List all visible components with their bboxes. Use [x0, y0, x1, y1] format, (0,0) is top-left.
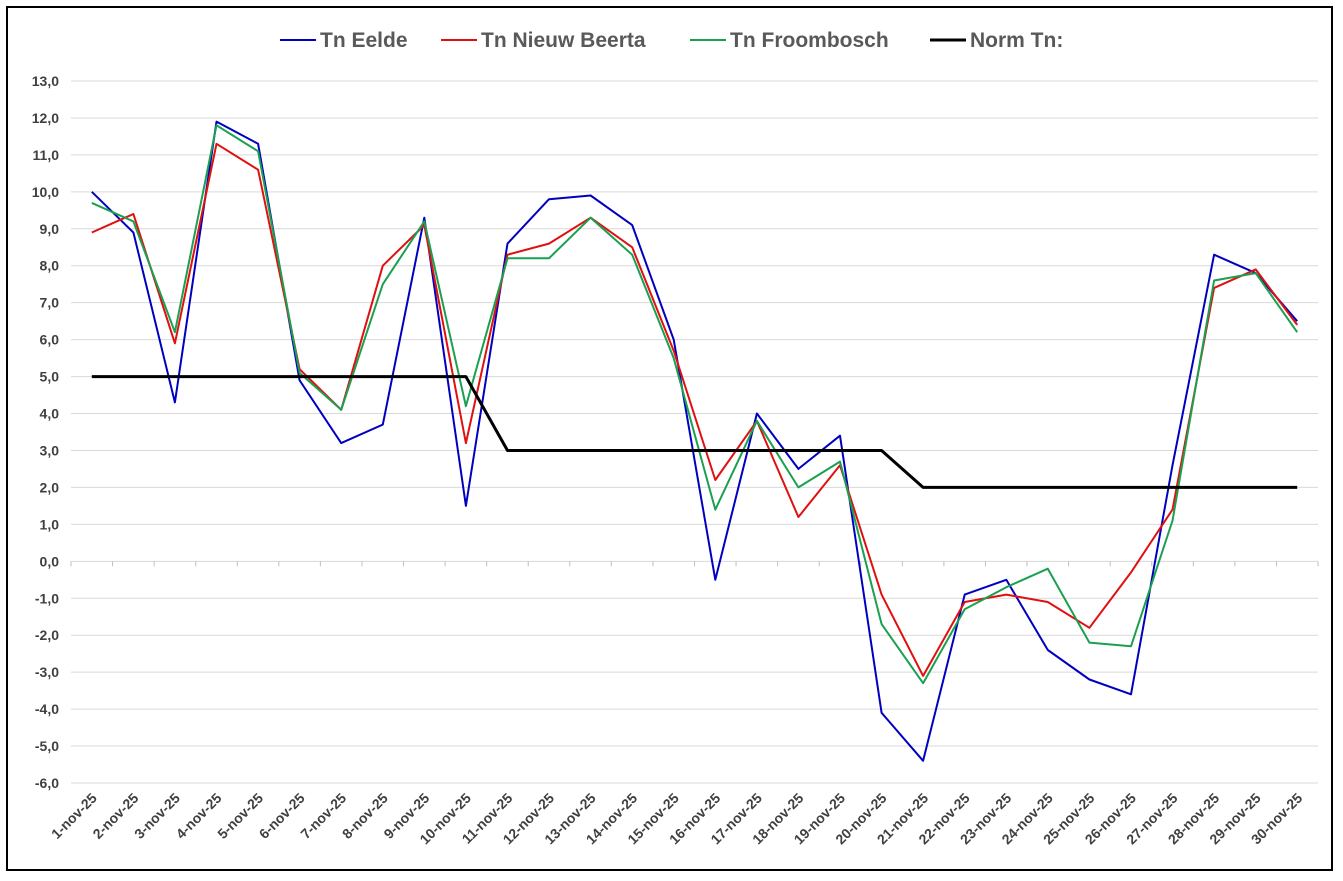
y-tick-label: 11,0: [33, 147, 60, 163]
legend-label: Tn Nieuw Beerta: [481, 29, 646, 52]
legend-label: Norm Tn:: [970, 29, 1063, 52]
y-tick-label: 2,0: [40, 479, 60, 495]
y-tick-label: 8,0: [40, 258, 60, 274]
y-tick-label: 0,0: [40, 553, 60, 569]
y-tick-label: 7,0: [40, 295, 60, 311]
y-tick-label: 9,0: [40, 221, 60, 237]
y-tick-label: -1,0: [35, 590, 59, 606]
y-tick-label: 6,0: [40, 332, 60, 348]
series-line-tn-eelde: [91, 120, 1298, 762]
legend-label: Tn Eelde: [320, 29, 408, 52]
y-tick-label: 4,0: [40, 406, 60, 422]
y-tick-label: -3,0: [35, 664, 59, 680]
y-tick-label: 3,0: [40, 442, 60, 458]
x-axis-ticks: 1-nov-252-nov-253-nov-254-nov-255-nov-25…: [48, 561, 1319, 847]
series-line-tn-froombosch: [91, 124, 1299, 685]
y-tick-label: -5,0: [35, 738, 59, 754]
y-tick-label: -2,0: [35, 627, 59, 643]
y-tick-label: 5,0: [40, 369, 60, 385]
legend-label: Tn Froombosch: [730, 29, 889, 52]
y-tick-label: -4,0: [35, 701, 59, 717]
y-tick-label: -6,0: [35, 775, 59, 791]
line-chart: Tn Eelde Tn Nieuw Beerta Tn Froombosch Norm…: [32, 29, 1319, 847]
legend: Tn Eelde Tn Nieuw Beerta Tn Froombosch Norm…: [280, 29, 1063, 52]
chart-frame: Tn Eelde Tn Nieuw Beerta Tn Froombosch Norm…: [6, 6, 1333, 871]
y-tick-label: 12,0: [32, 110, 59, 126]
series-lines: [91, 120, 1299, 762]
series-line-norm-tn: [91, 375, 1298, 489]
y-tick-label: 13,0: [32, 73, 59, 89]
y-axis-ticks: -6,0 -5,0 -4,0 -3,0 -2,0 -1,0 0,0 1,0 2,0 3,0 4,0 5…: [32, 73, 59, 791]
y-tick-label: 10,0: [32, 184, 59, 200]
y-tick-label: 1,0: [40, 516, 60, 532]
